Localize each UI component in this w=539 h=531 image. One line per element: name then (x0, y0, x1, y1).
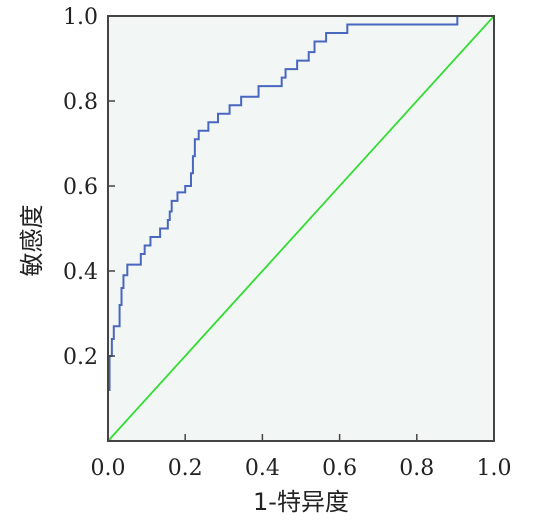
y-tick-label: 0.6 (63, 175, 98, 200)
y-tick-label: 0.4 (63, 260, 98, 285)
y-tick-label: 0.8 (63, 90, 98, 115)
x-tick-label: 0.4 (245, 456, 280, 481)
reference-diagonal-line (107, 15, 495, 442)
x-tick-label: 0.0 (91, 456, 126, 481)
x-tick-label: 0.6 (322, 456, 357, 481)
plot-frame (107, 15, 495, 442)
y-axis-title: 敏感度 (18, 205, 46, 277)
x-tick-label: 0.8 (399, 456, 434, 481)
y-tick-label: 1.0 (63, 5, 98, 30)
roc-curve-line (107, 15, 494, 441)
x-axis-title: 1-特异度 (253, 488, 349, 516)
x-tick-label: 0.2 (168, 456, 203, 481)
y-tick-label: 0.2 (63, 345, 98, 370)
x-tick-label: 1.0 (477, 456, 512, 481)
